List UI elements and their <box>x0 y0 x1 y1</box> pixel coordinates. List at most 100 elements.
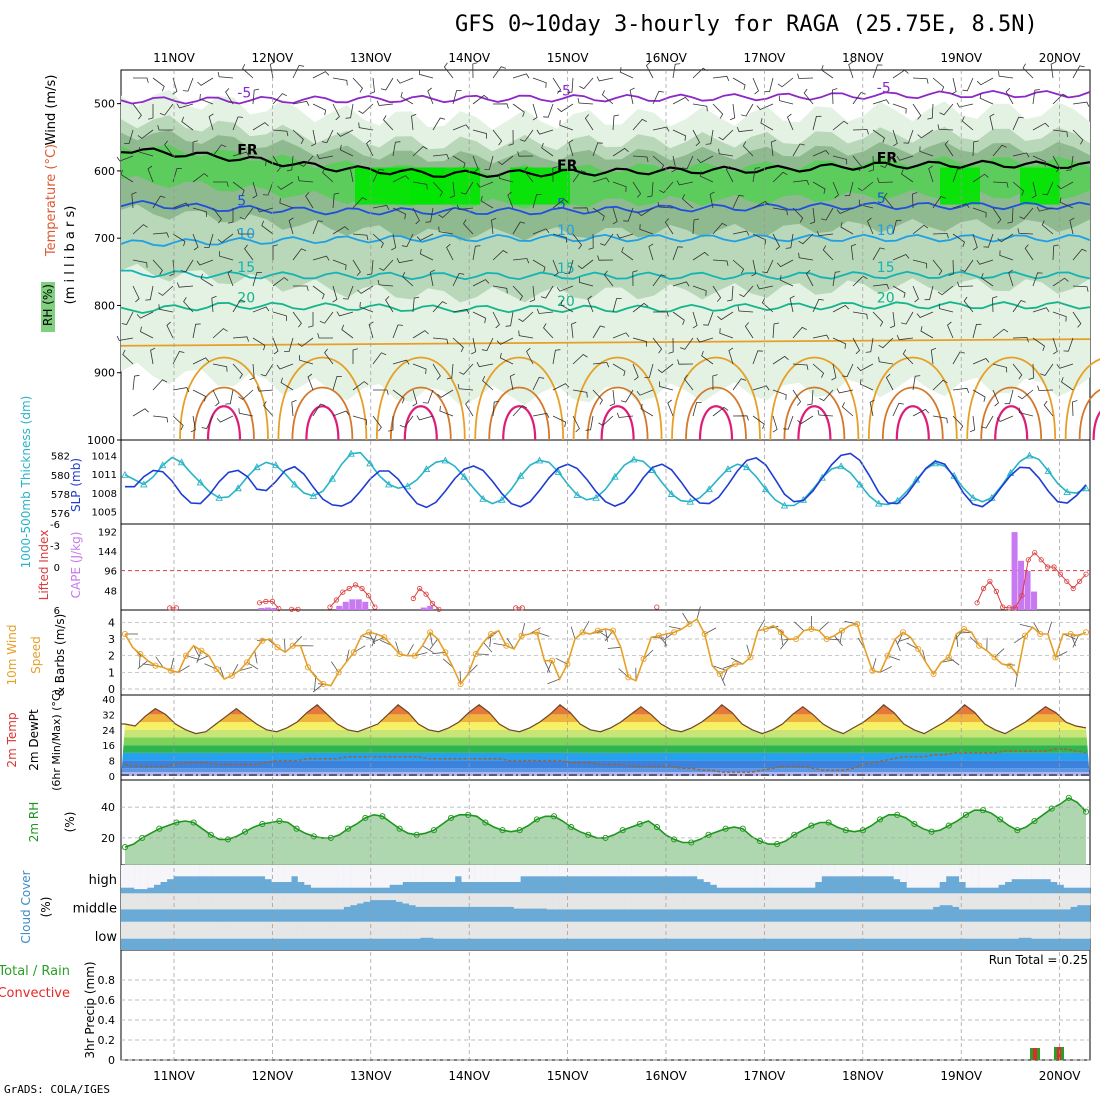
cloud-cell-low <box>1005 921 1013 939</box>
x-tick-label: 15NOV <box>547 51 589 65</box>
wind-barb <box>792 143 805 157</box>
wind-barb <box>1072 285 1089 292</box>
cloud-cell-high <box>382 865 390 888</box>
cloud-cell-low <box>569 921 577 939</box>
wind-barb <box>663 632 675 641</box>
wind-barb <box>459 363 474 375</box>
wind-barb <box>385 296 394 313</box>
wind-barb <box>232 116 244 131</box>
wind-barb <box>564 259 574 274</box>
thickness-point <box>969 493 977 501</box>
wind-barb <box>818 621 829 631</box>
wind-barb <box>449 181 455 199</box>
wind-barb <box>928 165 934 183</box>
cloud-cell-low <box>907 921 915 939</box>
cloud-cell-high <box>978 865 986 888</box>
cloud-cell-low <box>374 921 382 939</box>
wind-barb <box>284 337 294 352</box>
li-point <box>340 589 346 595</box>
wind-barb <box>201 415 214 429</box>
wind-barb <box>185 655 199 660</box>
wind-barb <box>1008 269 1014 287</box>
cloud-cell-low <box>199 921 206 939</box>
temp-contour <box>120 199 1091 216</box>
wind-barb <box>667 399 674 417</box>
wind-barb <box>812 363 825 378</box>
wind-speed-point <box>625 674 632 681</box>
cloud-cell-middle <box>841 893 848 910</box>
wind-barb <box>652 274 667 287</box>
wind-barb <box>552 259 559 277</box>
wind-barb <box>912 375 921 391</box>
wind-barb <box>1017 389 1034 400</box>
cloud-cell-low <box>979 921 987 939</box>
wind-barb <box>892 219 902 235</box>
wind-barb <box>496 337 514 345</box>
wind-barb <box>972 389 986 402</box>
wind-barb <box>1012 363 1023 380</box>
wind-barb <box>692 311 698 329</box>
wind-barb <box>452 90 462 105</box>
wind-barb <box>190 415 196 433</box>
wind-barb <box>158 285 174 296</box>
wind-barb <box>892 129 898 147</box>
x-tick-label: 19NOV <box>940 51 982 65</box>
wind-barb <box>140 326 154 339</box>
wind-barb <box>272 93 287 105</box>
thickness-point <box>422 465 431 472</box>
temp-contour-label: 20 <box>237 291 255 307</box>
wind-barb <box>227 269 234 287</box>
rh2m-point <box>653 824 661 831</box>
thickness-point <box>479 494 487 502</box>
cloud-cell-low <box>764 921 772 939</box>
wind-barb <box>371 633 378 647</box>
cloud-cell-middle <box>173 893 181 910</box>
cloud-cell-high <box>671 865 678 877</box>
wind-barb <box>204 233 214 248</box>
wind-barb <box>139 147 154 157</box>
cloud-cell-high <box>304 865 312 885</box>
wind-barb <box>912 192 918 209</box>
wind-barbs-upper <box>116 61 1090 433</box>
wind-barb <box>1032 89 1040 105</box>
wind-barb <box>772 171 788 183</box>
cloud-cell-high <box>1011 865 1019 880</box>
wind-barb <box>192 323 201 339</box>
cloud-cell-middle <box>625 893 632 910</box>
rh2m-point <box>121 844 129 851</box>
wind-barb <box>794 621 805 631</box>
cloud-cell-middle <box>592 893 600 910</box>
temp-contour <box>120 147 1091 179</box>
cloud-cell-high <box>350 865 357 888</box>
cloud-cell-middle <box>677 893 685 910</box>
wind-barb <box>481 337 494 352</box>
wind-barb <box>692 218 699 235</box>
wind-barb <box>512 405 527 417</box>
li-point <box>1077 578 1083 584</box>
wind-barb <box>176 103 194 109</box>
cloud-cell-low <box>127 921 135 939</box>
cloud-cell-middle <box>271 893 279 910</box>
wind-barb <box>992 328 1009 339</box>
thickness-point <box>780 501 789 509</box>
cloud-cell-middle <box>278 893 285 910</box>
upper-ylabel-temp: Temperature (°C) <box>44 144 59 257</box>
wind-barb <box>592 177 610 183</box>
li-point <box>1064 578 1070 584</box>
wind-barb <box>996 415 1014 422</box>
wind-barb <box>632 181 642 198</box>
cloud-cell-middle <box>546 893 554 910</box>
wind-barb <box>944 140 954 157</box>
wind-speed-point <box>533 629 540 636</box>
wind-barb <box>361 635 375 640</box>
wind-barb <box>878 337 894 349</box>
wind-barb <box>244 244 254 261</box>
wind-barb <box>132 103 142 120</box>
wind-barb <box>276 363 294 370</box>
cloud-cell-high <box>389 865 397 885</box>
wind-barb <box>972 323 982 339</box>
rh2m-point <box>688 839 695 846</box>
thickness-point <box>535 456 544 464</box>
wind-barb <box>797 73 814 79</box>
